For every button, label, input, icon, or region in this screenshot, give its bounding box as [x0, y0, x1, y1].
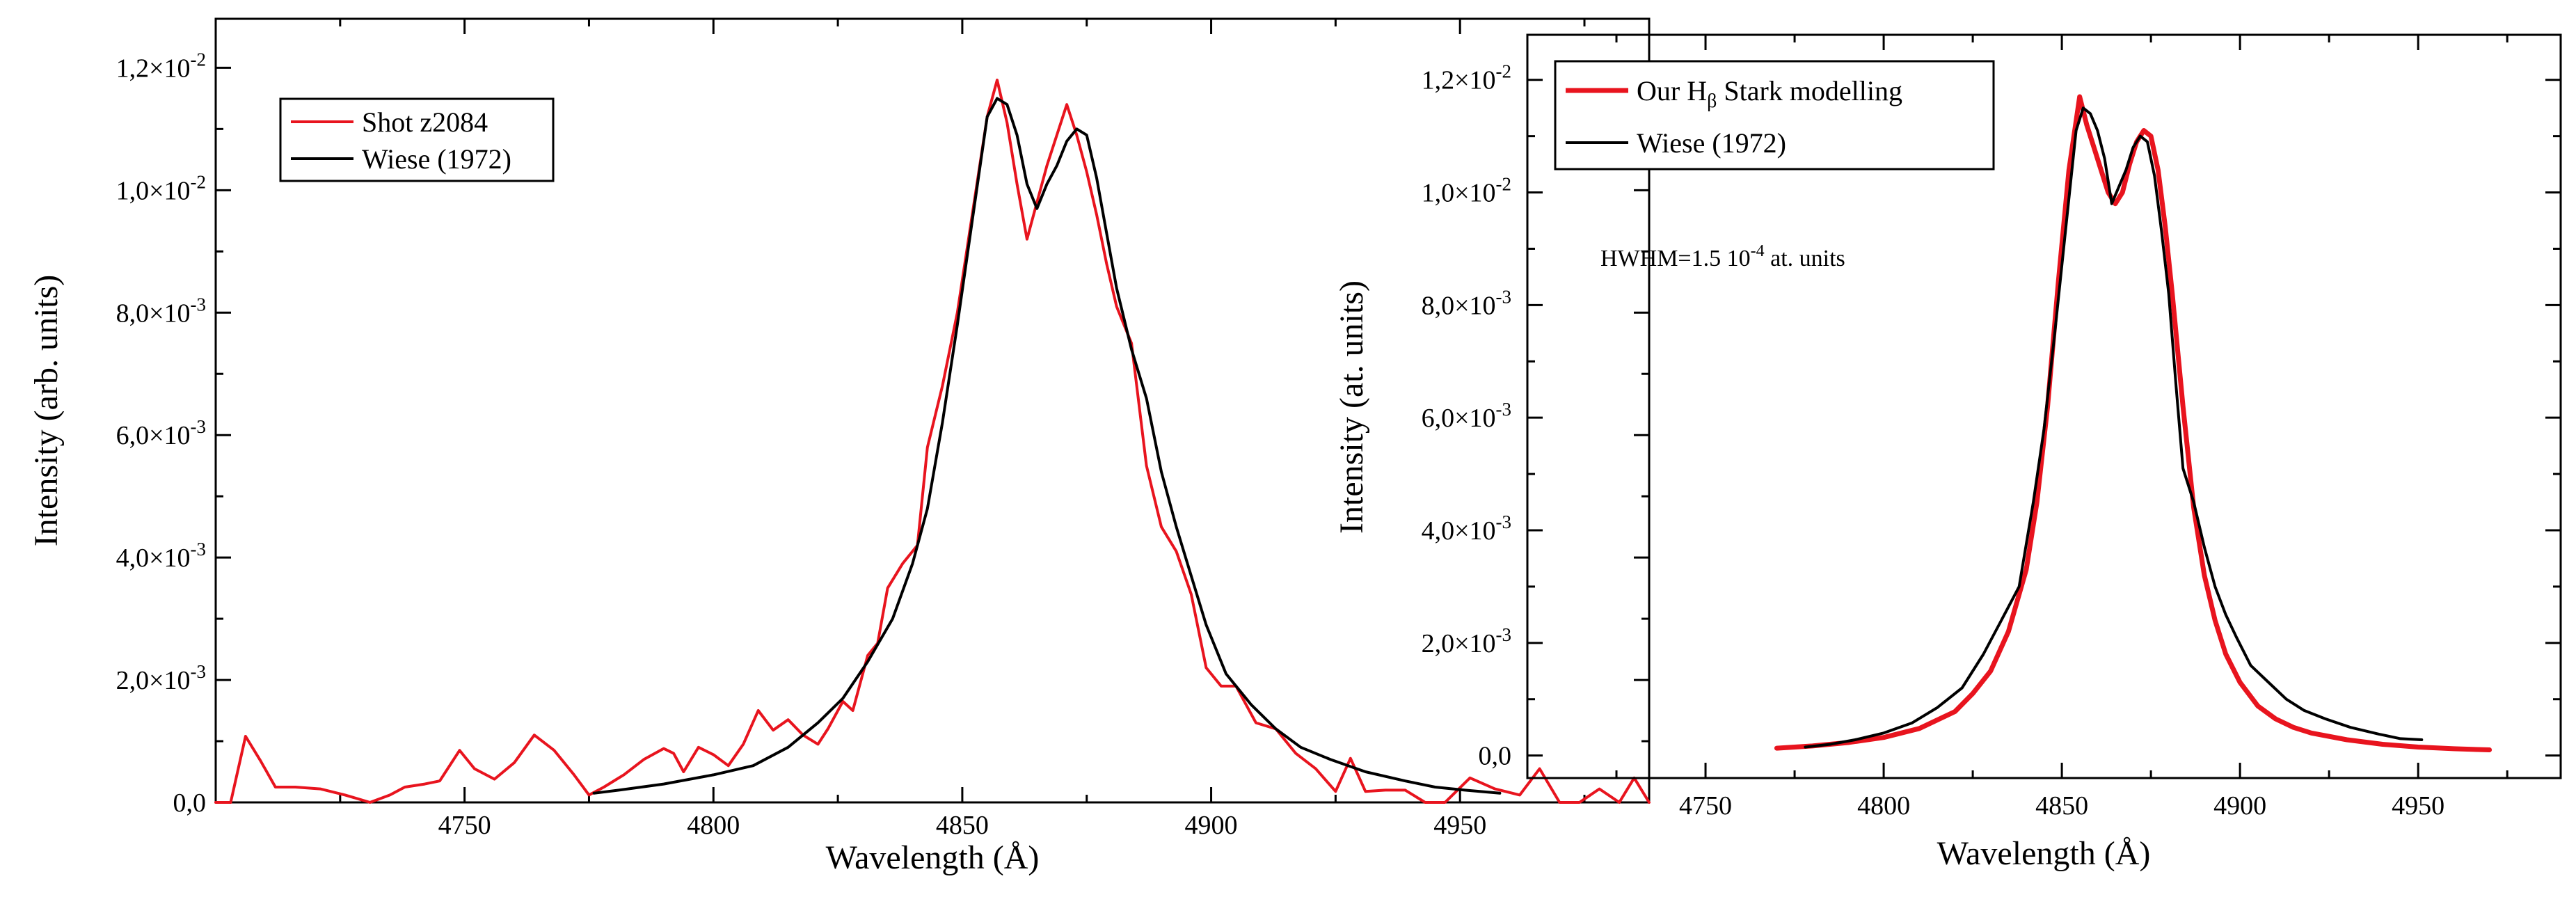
right-y-tick-label-3: 6,0×10-3: [1422, 399, 1511, 433]
left-x-axis-title: Wavelength (Å): [826, 839, 1040, 876]
left-x-tick-label-1: 4800: [687, 811, 740, 840]
left-x-tick-label-2: 4850: [936, 811, 989, 840]
right-y-tick-label-2: 4,0×10-3: [1422, 512, 1511, 546]
left-x-tick-label-3: 4900: [1185, 811, 1238, 840]
right-y-tick-label-0: 0,0: [1479, 742, 1512, 771]
left-legend: Shot z2084 Wiese (1972): [279, 97, 555, 182]
left-x-tick-label-0: 4750: [438, 811, 491, 840]
left-y-tick-label-6: 1,2×10-2: [116, 49, 206, 83]
right-annotation-exponent: -4: [1751, 242, 1765, 260]
right-y-tick-label-4: 8,0×10-3: [1422, 286, 1511, 320]
left-y-tick-label-1: 2,0×10-3: [116, 661, 206, 695]
right-legend-label-model: Our Hβ Stark modelling: [1637, 75, 1902, 112]
right-x-axis-title: Wavelength (Å): [1937, 835, 2151, 872]
right-y-ticks: [1527, 79, 2561, 757]
right-legend-label-model-sub: β: [1707, 90, 1717, 112]
right-y-axis-title: Intensity (at. units): [1333, 280, 1370, 534]
right-annotation-suffix: at. units: [1765, 246, 1845, 271]
left-x-tick-labels: 4750 4800 4850 4900 4950: [438, 811, 1487, 840]
right-chart: 4750 4800 4850 4900 4950 0,0 2,0×10-3 4,0×10-3…: [1333, 33, 2562, 872]
left-legend-box: [279, 97, 555, 182]
right-legend-label-model-prefix: Our H: [1637, 75, 1707, 106]
right-series: [1774, 94, 2492, 752]
right-legend-label-wiese: Wiese (1972): [1637, 127, 1786, 159]
left-y-ticks: [216, 66, 1649, 804]
right-x-tick-label-4: 4950: [2392, 791, 2444, 820]
left-x-tick-label-4: 4950: [1433, 811, 1486, 840]
right-legend: Our Hβ Stark modelling Wiese (1972): [1554, 60, 1995, 171]
left-plot-frame: [214, 17, 1651, 804]
left-y-tick-label-3: 6,0×10-3: [116, 416, 206, 450]
right-legend-box: [1554, 60, 1995, 171]
right-plot-frame: [1526, 33, 2562, 779]
right-x-tick-label-3: 4900: [2213, 791, 2266, 820]
left-y-tick-label-0: 0,0: [173, 788, 207, 818]
left-y-tick-label-5: 1,0×10-2: [116, 171, 206, 205]
right-x-tick-label-1: 4800: [1857, 791, 1910, 820]
left-series: [214, 79, 1651, 804]
right-y-tick-label-6: 1,2×10-2: [1422, 61, 1511, 95]
left-series-line-0: [214, 79, 1651, 804]
right-x-ticks: [1615, 35, 2509, 778]
left-legend-label-wiese: Wiese (1972): [362, 143, 511, 175]
right-y-tick-labels: 0,0 2,0×10-3 4,0×10-3 6,0×10-3 8,0×10-3 1,0×1…: [1422, 61, 1511, 771]
right-annotation-prefix: HWHM=1.5 10: [1600, 246, 1751, 271]
right-x-tick-label-0: 4750: [1679, 791, 1732, 820]
left-series-line-1: [592, 97, 1502, 795]
left-y-tick-label-4: 8,0×10-3: [116, 294, 206, 328]
right-legend-label-model-suffix: Stark modelling: [1717, 75, 1902, 106]
right-x-tick-labels: 4750 4800 4850 4900 4950: [1679, 791, 2444, 820]
right-annotation-hwhm: HWHM=1.5 10-4 at. units: [1600, 242, 1845, 271]
right-series-line-0: [1774, 94, 2492, 752]
right-x-tick-label-2: 4850: [2035, 791, 2088, 820]
left-y-axis-title: Intensity (arb. units): [28, 275, 65, 547]
left-chart: 4750 4800 4850 4900 4950 0,0 2,0×10-3 4,0×10-3…: [28, 17, 1651, 876]
left-legend-label-shot: Shot z2084: [362, 106, 488, 138]
right-y-tick-label-1: 2,0×10-3: [1422, 624, 1511, 658]
right-y-tick-label-5: 1,0×10-2: [1422, 174, 1511, 208]
left-y-tick-labels: 0,0 2,0×10-3 4,0×10-3 6,0×10-3 8,0×10-3 1,0×1…: [116, 49, 206, 818]
right-series-line-1: [1804, 106, 2424, 749]
left-x-ticks: [339, 19, 1586, 802]
left-y-tick-label-2: 4,0×10-3: [116, 539, 206, 573]
